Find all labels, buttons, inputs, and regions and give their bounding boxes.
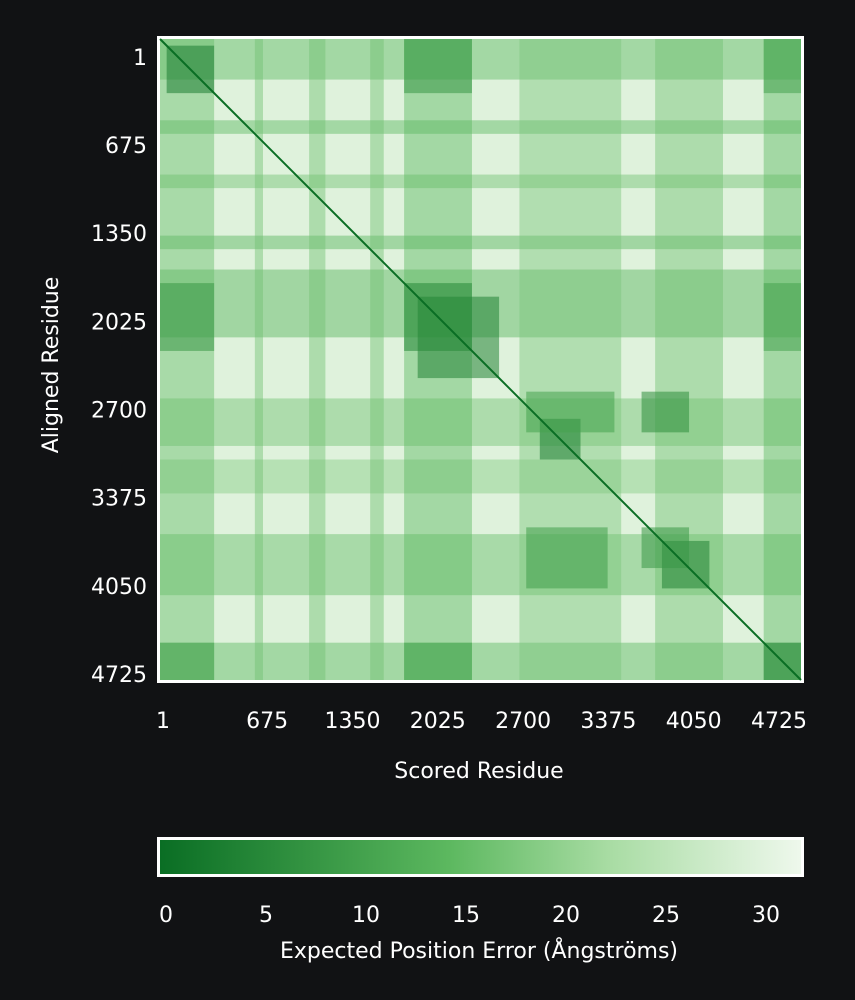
heatmap-column-band	[160, 39, 215, 680]
y-tick-label: 4725	[91, 663, 147, 688]
x-tick-label: 4050	[666, 709, 722, 734]
heatmap-column-band	[309, 39, 326, 680]
colorbar-tick-labels: 0 5 10 15 20 25 30	[159, 903, 780, 928]
x-tick-label: 2025	[410, 709, 466, 734]
colorbar-tick-label: 20	[552, 903, 580, 928]
colorbar-tick-label: 25	[652, 903, 680, 928]
heatmap-block	[160, 642, 215, 680]
heatmap-block	[526, 527, 608, 589]
y-tick-label: 4050	[91, 575, 147, 600]
x-tick-label: 1350	[324, 709, 380, 734]
heatmap-column-band	[370, 39, 384, 680]
y-tick-label: 1350	[91, 222, 147, 247]
colorbar-tick-label: 5	[259, 903, 273, 928]
colorbar-tick-label: 30	[752, 903, 780, 928]
y-tick-label: 2700	[91, 399, 147, 424]
heatmap-column-band	[763, 39, 801, 680]
heatmap-block	[404, 39, 472, 94]
heatmap-row-band	[160, 642, 801, 680]
heatmap-row-band	[160, 174, 801, 189]
x-tick-label: 1	[156, 709, 170, 734]
y-tick-label: 675	[105, 134, 147, 159]
heatmap-block	[641, 391, 690, 433]
heatmap-row-band	[160, 459, 801, 494]
x-tick-label: 4725	[751, 709, 807, 734]
heatmap-column-band	[254, 39, 263, 680]
heatmap-block	[763, 39, 801, 94]
heatmap-block	[404, 642, 472, 680]
y-axis-label: Aligned Residue	[39, 277, 64, 454]
heatmap-block	[526, 391, 615, 433]
heatmap-row-band	[160, 39, 801, 80]
heatmap-diagonal	[159, 38, 802, 681]
colorbar-tick-label: 15	[452, 903, 480, 928]
x-tick-labels: 1 675 1350 2025 2700 3375 4050 4725	[156, 709, 807, 734]
y-tick-label: 1	[133, 46, 147, 71]
heatmap-row-band	[160, 120, 801, 134]
y-tick-label: 2025	[91, 310, 147, 335]
heatmap-row-band	[160, 398, 801, 446]
y-tick-labels: 1 675 1350 2025 2700 3375 4050 4725	[91, 46, 147, 688]
x-tick-label: 2700	[495, 709, 551, 734]
heatmap-area	[159, 38, 802, 681]
colorbar-tick-label: 0	[159, 903, 173, 928]
x-tick-label: 675	[246, 709, 288, 734]
colorbar-tick-label: 10	[352, 903, 380, 928]
heatmap-block	[763, 283, 801, 351]
heatmap-row-band	[160, 235, 801, 250]
x-tick-label: 3375	[580, 709, 636, 734]
heatmap-block	[160, 283, 215, 351]
y-tick-label: 3375	[91, 487, 147, 512]
colorbar-gradient	[160, 840, 801, 874]
colorbar-label: Expected Position Error (Ångströms)	[280, 937, 678, 964]
x-axis-label: Scored Residue	[394, 759, 563, 784]
